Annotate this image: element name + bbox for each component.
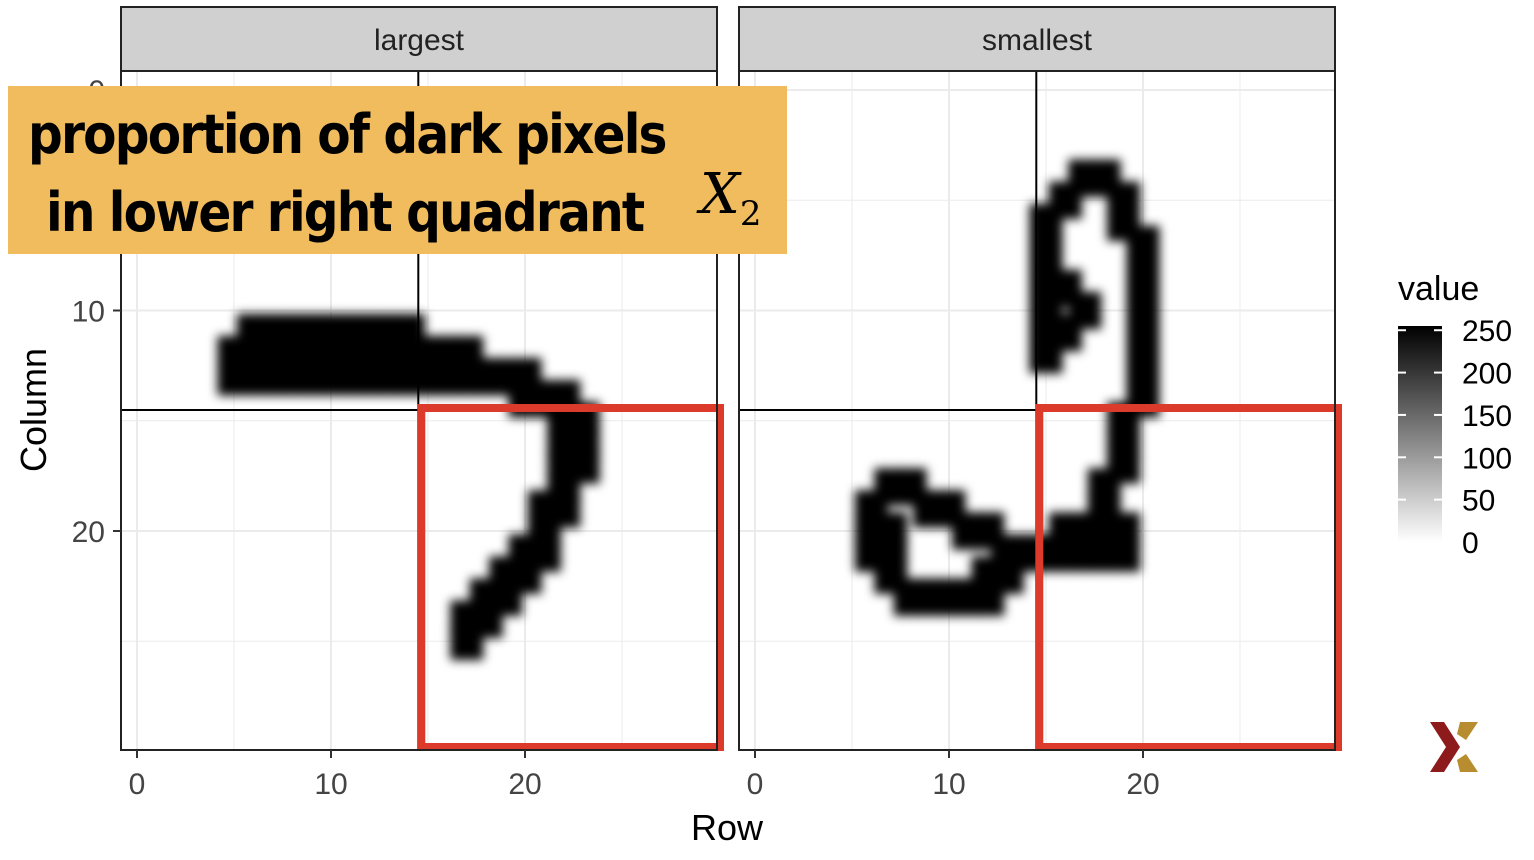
digit-stroke bbox=[217, 313, 600, 660]
panel-border bbox=[120, 70, 718, 751]
colorbar-tick-label: 250 bbox=[1462, 315, 1512, 348]
facet-strip-label: largest bbox=[374, 24, 465, 57]
x-tick-label: 10 bbox=[932, 768, 965, 801]
x-tick-label: 0 bbox=[129, 768, 146, 801]
x-axis-label: Row bbox=[691, 807, 764, 848]
feature-symbol-letter: X bbox=[700, 162, 740, 227]
y-tick-label: 20 bbox=[72, 516, 105, 549]
brand-logo-icon bbox=[1430, 722, 1478, 772]
y-axis-label: Column bbox=[13, 348, 54, 472]
colorbar-tick-label: 0 bbox=[1462, 527, 1479, 560]
title-overlay-banner: proportion of dark pixels in lower right… bbox=[8, 86, 787, 254]
feature-symbol-subscript: 2 bbox=[739, 194, 762, 235]
colorbar-tick-label: 150 bbox=[1462, 400, 1512, 433]
overlay-line-1: proportion of dark pixels bbox=[28, 103, 667, 166]
dark-pixel bbox=[450, 622, 484, 660]
y-tick-label: 10 bbox=[72, 296, 105, 329]
facet-strip bbox=[120, 6, 718, 72]
lower-right-quadrant-highlight bbox=[1035, 404, 1343, 751]
digit-pixels bbox=[854, 159, 1160, 616]
facet-strip-label: smallest bbox=[982, 24, 1093, 57]
dark-pixel bbox=[971, 556, 1005, 594]
digit-pixels bbox=[217, 313, 600, 660]
x-tick-label: 0 bbox=[747, 768, 764, 801]
digit-stroke bbox=[854, 159, 1160, 616]
lower-right-quadrant-highlight bbox=[417, 404, 724, 751]
overlay-line-2: in lower right quadrant bbox=[46, 181, 645, 244]
x-tick-label: 10 bbox=[314, 768, 347, 801]
x-tick-label: 20 bbox=[1126, 768, 1159, 801]
colorbar-legend: value 250 200 150 100 50 0 bbox=[1398, 270, 1512, 560]
colorbar-tick-label: 100 bbox=[1462, 442, 1512, 475]
dark-pixel bbox=[1029, 335, 1063, 374]
dark-pixel bbox=[1107, 534, 1141, 572]
facet-panel-smallest: smallest 0 10 20 bbox=[738, 6, 1343, 801]
panel-border bbox=[738, 70, 1336, 751]
colorbar-title: value bbox=[1398, 270, 1479, 308]
colorbar-gradient bbox=[1398, 326, 1442, 542]
dark-pixel bbox=[874, 534, 908, 572]
colorbar-tick-label: 50 bbox=[1462, 485, 1495, 518]
colorbar-tick-label: 200 bbox=[1462, 358, 1512, 391]
feature-symbol: X2 bbox=[700, 162, 762, 234]
x-tick-label: 20 bbox=[508, 768, 541, 801]
